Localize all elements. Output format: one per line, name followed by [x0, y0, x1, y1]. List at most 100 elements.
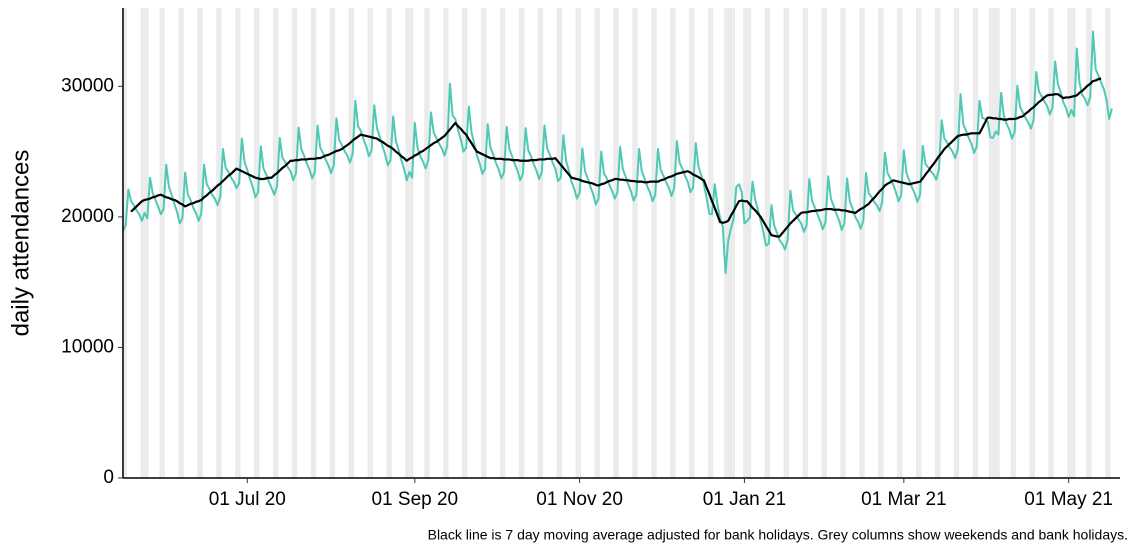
shade-column: [291, 8, 295, 478]
shade-column: [651, 8, 654, 478]
y-tick-label: 20000: [61, 206, 114, 227]
shade-column: [997, 8, 1000, 478]
shade-column: [748, 8, 752, 478]
shade-column: [521, 8, 525, 478]
shade-column: [518, 8, 522, 478]
shade-column: [389, 8, 392, 478]
shade-column: [256, 8, 260, 478]
shade-column: [145, 8, 149, 478]
x-tick-label: 01 Jan 21: [703, 489, 786, 510]
shade-column: [783, 8, 787, 478]
shade-column: [502, 8, 506, 478]
shade-column: [802, 8, 806, 478]
shade-column: [200, 8, 203, 478]
shade-column: [275, 8, 279, 478]
shade-column: [237, 8, 241, 478]
shade-column: [575, 8, 579, 478]
x-tick-label: 01 Jul 20: [209, 489, 286, 510]
shade-column: [140, 8, 144, 478]
shade-column: [707, 8, 711, 478]
shade-column: [613, 8, 617, 478]
shade-column: [972, 8, 976, 478]
shade-column: [329, 8, 333, 478]
shade-column: [805, 8, 808, 478]
shade-column: [310, 8, 314, 478]
shade-column: [956, 8, 960, 478]
shade-column: [483, 8, 487, 478]
shade-column: [1088, 8, 1092, 478]
shade-column: [632, 8, 636, 478]
shade-column: [578, 8, 581, 478]
shade-column: [937, 8, 941, 478]
shade-column: [1032, 8, 1035, 478]
shade-column: [1010, 8, 1014, 478]
shade-column: [464, 8, 468, 478]
caption: Black line is 7 day moving average adjus…: [428, 527, 1128, 543]
shade-column: [729, 8, 733, 478]
shade-column: [880, 8, 884, 478]
shade-column: [424, 8, 427, 478]
shade-column: [443, 8, 446, 478]
shade-column: [537, 8, 541, 478]
shade-column: [824, 8, 827, 478]
shade-column: [616, 8, 619, 478]
series-line: [122, 30, 1113, 275]
shade-column: [1105, 8, 1108, 478]
shade-column: [994, 8, 998, 478]
shade-column: [386, 8, 390, 478]
shade-column: [861, 8, 865, 478]
shade-column: [878, 8, 881, 478]
shade-column: [934, 8, 938, 478]
shade-column: [426, 8, 430, 478]
shade-column: [821, 8, 825, 478]
shade-column: [370, 8, 373, 478]
shade-column: [556, 8, 560, 478]
shade-column: [143, 8, 146, 478]
shade-column: [635, 8, 638, 478]
x-tick-label: 01 May 21: [1024, 489, 1113, 510]
shade-column: [918, 8, 922, 478]
y-tick-label: 10000: [61, 336, 114, 357]
shade-column: [691, 8, 695, 478]
shade-column: [162, 8, 165, 478]
shade-column: [462, 8, 465, 478]
shade-column: [1013, 8, 1016, 478]
y-axis-label: daily attendances: [7, 150, 34, 337]
shade-column: [843, 8, 846, 478]
shade-column: [916, 8, 919, 478]
shade-column: [178, 8, 182, 478]
shade-column: [332, 8, 336, 478]
shade-column: [216, 8, 219, 478]
shade-column: [408, 8, 411, 478]
shade-column: [1072, 8, 1076, 478]
shade-column: [689, 8, 692, 478]
shade-column: [499, 8, 503, 478]
shade-column: [899, 8, 903, 478]
shade-column: [367, 8, 371, 478]
y-tick-label: 30000: [61, 75, 114, 96]
shade-column: [254, 8, 257, 478]
shade-column: [1051, 8, 1054, 478]
shade-column: [1029, 8, 1033, 478]
shade-column: [1048, 8, 1052, 478]
shade-column: [1067, 8, 1071, 478]
shade-column: [1107, 8, 1111, 478]
shade-column: [597, 8, 600, 478]
shade-column: [672, 8, 676, 478]
shade-column: [124, 8, 128, 478]
shade-column: [540, 8, 544, 478]
shade-column: [745, 8, 749, 478]
shade-column: [710, 8, 714, 478]
shade-column: [732, 8, 735, 478]
shade-column: [1086, 8, 1089, 478]
shade-column: [724, 8, 727, 478]
shade-column: [743, 8, 746, 478]
shade-column: [159, 8, 163, 478]
line-layer: [122, 30, 1113, 275]
shade-column: [953, 8, 957, 478]
shade-column: [351, 8, 355, 478]
shade-column: [294, 8, 298, 478]
shade-column: [991, 8, 995, 478]
shade-column: [988, 8, 992, 478]
